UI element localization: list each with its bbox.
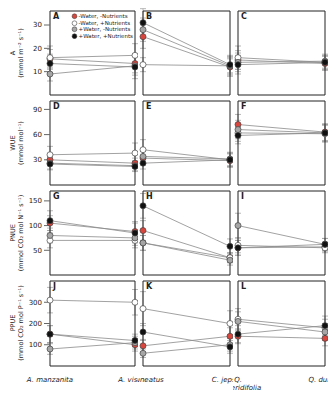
svg-text:50: 50 [33,247,42,255]
svg-text:200: 200 [29,320,42,328]
svg-text:30: 30 [33,156,42,164]
html-text:I: I [241,192,244,201]
html-text:D: D [53,102,60,111]
html-text:B: B [146,12,153,21]
svg-text:Q.berberidifolia: Q.berberidifolia [233,376,261,392]
svg-text:C. cuneatus: C. cuneatus [138,376,164,384]
html-text:C: C [241,12,247,21]
svg-text:60: 60 [33,131,42,139]
html-text:A: A [53,12,60,21]
html-text:-Water, -Nutrients: -Water, -Nutrients [78,13,128,19]
html-text:H: H [146,192,153,201]
html-text:WUE (mmol mol⁻¹): WUE (mmol mol⁻¹) [9,121,25,165]
html-text:L: L [241,282,247,291]
svg-text:20: 20 [33,45,42,53]
html-text:+Water, -Nutrients: +Water, -Nutrients [78,26,131,32]
html-text:PPUE (mmol CO₂ mol P⁻¹ s⁻¹): PPUE (mmol CO₂ mol P⁻¹ s⁻¹) [9,285,25,361]
svg-text:C. jepsonii: C. jepsonii [212,376,233,384]
svg-text:A. manzanita: A. manzanita [26,376,73,384]
svg-text:A. viscida: A. viscida [117,376,138,384]
html-text:J: J [53,282,56,291]
html-text:PNUE (mmol CO₂ mol N⁻¹ s⁻¹): PNUE (mmol CO₂ mol N⁻¹ s⁻¹) [9,194,25,272]
svg-text:150: 150 [29,197,42,205]
html-text:F: F [241,102,247,111]
svg-text:100: 100 [29,341,42,349]
svg-text:300: 300 [29,299,42,307]
html-text:G: G [53,192,60,201]
html-text:A (mmol m⁻² s⁻¹): A (mmol m⁻² s⁻¹) [9,28,25,78]
html-text:E: E [146,102,152,111]
html-text:-Water, +Nutrients: -Water, +Nutrients [78,19,131,26]
svg-text:30: 30 [33,21,42,29]
svg-text:90: 90 [33,106,42,114]
svg-text:10: 10 [33,68,42,76]
html-text:K: K [146,282,153,291]
svg-text:100: 100 [29,222,42,230]
svg-text:Q. durata: Q. durata [308,376,328,384]
html-text:+Water, +Nutrients: +Water, +Nutrients [78,32,133,39]
